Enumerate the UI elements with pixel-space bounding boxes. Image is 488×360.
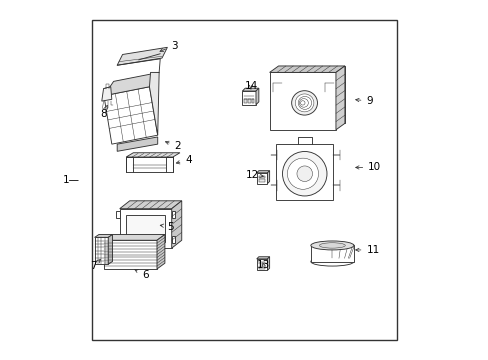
Polygon shape — [117, 47, 167, 65]
Polygon shape — [166, 157, 172, 172]
Polygon shape — [104, 87, 158, 144]
Text: 1—: 1— — [62, 175, 80, 185]
Polygon shape — [104, 72, 159, 96]
Bar — [247, 99, 250, 103]
Polygon shape — [94, 237, 108, 264]
Ellipse shape — [296, 166, 312, 181]
Text: 13: 13 — [256, 260, 269, 270]
Ellipse shape — [310, 241, 353, 250]
Text: 8: 8 — [101, 105, 107, 119]
Polygon shape — [269, 72, 335, 130]
Polygon shape — [256, 171, 269, 173]
Polygon shape — [102, 87, 112, 101]
Ellipse shape — [295, 94, 313, 112]
Polygon shape — [242, 88, 258, 91]
Ellipse shape — [310, 257, 353, 266]
Polygon shape — [171, 201, 182, 248]
Polygon shape — [255, 88, 258, 105]
Polygon shape — [126, 157, 132, 172]
Ellipse shape — [319, 243, 345, 248]
Polygon shape — [108, 234, 112, 264]
Text: 5: 5 — [160, 222, 174, 231]
Text: 11: 11 — [355, 245, 379, 255]
Polygon shape — [269, 66, 344, 72]
Polygon shape — [267, 257, 269, 270]
Polygon shape — [126, 153, 180, 157]
Text: 9: 9 — [355, 96, 372, 106]
Polygon shape — [116, 211, 120, 218]
Bar — [258, 262, 265, 264]
Polygon shape — [94, 234, 112, 237]
Text: 4: 4 — [176, 155, 192, 165]
Polygon shape — [117, 137, 158, 151]
Polygon shape — [149, 72, 159, 135]
Text: 12: 12 — [245, 170, 263, 180]
Text: 3: 3 — [160, 41, 177, 51]
Polygon shape — [276, 144, 333, 200]
Bar — [258, 179, 265, 182]
Polygon shape — [126, 215, 165, 242]
Polygon shape — [267, 171, 269, 184]
Polygon shape — [171, 211, 175, 218]
Bar — [92, 21, 396, 339]
Polygon shape — [104, 240, 157, 269]
Polygon shape — [242, 91, 255, 105]
Polygon shape — [278, 66, 344, 123]
Polygon shape — [256, 173, 267, 184]
Text: 7: 7 — [90, 260, 100, 271]
Text: 6: 6 — [135, 270, 149, 280]
Bar — [251, 99, 254, 103]
Ellipse shape — [282, 152, 326, 196]
Text: 14: 14 — [244, 81, 257, 91]
Polygon shape — [256, 257, 269, 259]
Polygon shape — [256, 259, 267, 270]
Ellipse shape — [287, 158, 318, 189]
Text: 2: 2 — [165, 141, 181, 151]
Polygon shape — [157, 234, 164, 269]
Polygon shape — [335, 66, 344, 130]
Bar — [258, 266, 265, 269]
Text: 10: 10 — [355, 162, 381, 172]
Polygon shape — [171, 236, 175, 243]
Bar — [244, 99, 246, 103]
Polygon shape — [120, 201, 182, 209]
Polygon shape — [120, 209, 171, 248]
Polygon shape — [310, 246, 353, 262]
Polygon shape — [116, 236, 120, 243]
Polygon shape — [104, 234, 164, 240]
Bar — [258, 176, 265, 178]
Ellipse shape — [291, 91, 317, 115]
